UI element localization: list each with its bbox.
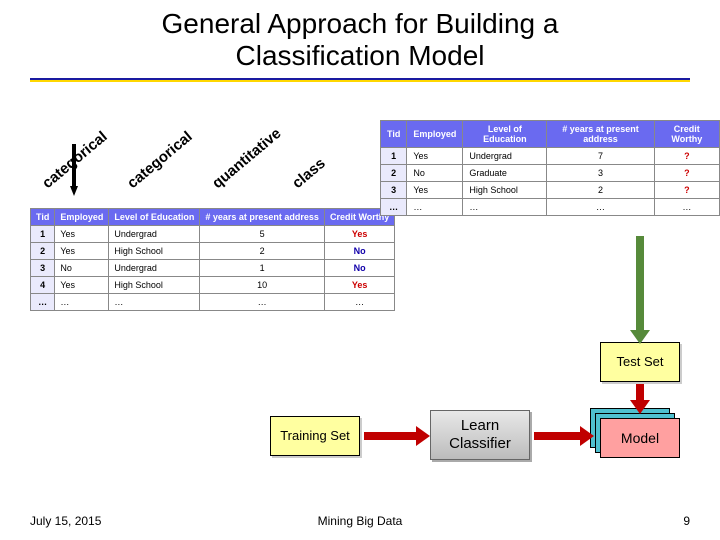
model-card-front: Model: [600, 418, 680, 458]
th-tid2: Tid: [381, 121, 407, 148]
learn-classifier-box: Learn Classifier: [430, 410, 530, 460]
training-set-box: Training Set: [270, 416, 360, 456]
table-cell: No: [324, 260, 394, 277]
table-cell: Undergrad: [109, 226, 200, 243]
table-cell: 10: [200, 277, 325, 294]
table-row: 2YesHigh School2No: [31, 243, 395, 260]
table-cell: ?: [654, 182, 719, 199]
label-categorical-2: categorical: [124, 128, 196, 192]
table-cell: 1: [200, 260, 325, 277]
th-edu2: Level of Education: [463, 121, 547, 148]
table-cell: 3: [381, 182, 407, 199]
table-cell: …: [200, 294, 325, 311]
table-row: 2NoGraduate3?: [381, 165, 720, 182]
training-table: Tid Employed Level of Education # years …: [30, 208, 395, 311]
title-underline: [30, 78, 690, 82]
table-cell: High School: [463, 182, 547, 199]
label-quantitative: quantitative: [209, 125, 284, 192]
title-line-1: General Approach for Building a: [162, 8, 559, 39]
table-cell: No: [407, 165, 463, 182]
table-cell: Yes: [407, 182, 463, 199]
table-cell: ?: [654, 165, 719, 182]
table-cell: 1: [31, 226, 55, 243]
th-edu: Level of Education: [109, 209, 200, 226]
test-set-box: Test Set: [600, 342, 680, 382]
table-cell: Yes: [407, 148, 463, 165]
model-stack: Model: [590, 408, 680, 458]
table-cell: Yes: [55, 277, 109, 294]
table-cell: Yes: [324, 226, 394, 243]
footer-center: Mining Big Data: [0, 514, 720, 528]
table-cell: High School: [109, 243, 200, 260]
th-cw2: Credit Worthy: [654, 121, 719, 148]
th-tid: Tid: [31, 209, 55, 226]
table-cell: Yes: [55, 243, 109, 260]
footer-page: 9: [683, 514, 690, 528]
th-emp: Employed: [55, 209, 109, 226]
table-cell: ?: [654, 148, 719, 165]
table-cell: …: [407, 199, 463, 216]
table-cell: 5: [200, 226, 325, 243]
table-cell: 3: [31, 260, 55, 277]
table-cell: Undergrad: [109, 260, 200, 277]
table-cell: 2: [31, 243, 55, 260]
table-cell: 2: [381, 165, 407, 182]
table-cell: …: [654, 199, 719, 216]
table-cell: Yes: [324, 277, 394, 294]
table-cell: Undergrad: [463, 148, 547, 165]
table-cell: No: [324, 243, 394, 260]
slide-title: General Approach for Building a Classifi…: [0, 0, 720, 72]
table-cell: Graduate: [463, 165, 547, 182]
table-cell: …: [463, 199, 547, 216]
title-line-2: Classification Model: [236, 40, 485, 71]
table-row: 3NoUndergrad1No: [31, 260, 395, 277]
training-set-label: Training Set: [280, 428, 350, 444]
table-cell: 2: [200, 243, 325, 260]
table-row: ……………: [381, 199, 720, 216]
table-cell: 1: [381, 148, 407, 165]
model-label: Model: [621, 430, 659, 446]
test-table: Tid Employed Level of Education # years …: [380, 120, 720, 216]
th-yrs: # years at present address: [200, 209, 325, 226]
table-cell: No: [55, 260, 109, 277]
table-row: ……………: [31, 294, 395, 311]
table-cell: 2: [547, 182, 654, 199]
th-emp2: Employed: [407, 121, 463, 148]
table-cell: …: [547, 199, 654, 216]
th-yrs2: # years at present address: [547, 121, 654, 148]
table-cell: 4: [31, 277, 55, 294]
learn-line1: Learn: [461, 417, 499, 434]
table-cell: …: [324, 294, 394, 311]
label-class: class: [289, 155, 329, 192]
test-set-label: Test Set: [617, 354, 664, 370]
table-cell: …: [109, 294, 200, 311]
arrow-down-icon: [70, 138, 94, 198]
table-cell: …: [55, 294, 109, 311]
table-cell: High School: [109, 277, 200, 294]
table-cell: …: [31, 294, 55, 311]
table-cell: Yes: [55, 226, 109, 243]
table-row: 1YesUndergrad7?: [381, 148, 720, 165]
table-cell: 7: [547, 148, 654, 165]
table-row: 4YesHigh School10Yes: [31, 277, 395, 294]
table-row: 3YesHigh School2?: [381, 182, 720, 199]
learn-line2: Classifier: [449, 435, 511, 452]
table-cell: 3: [547, 165, 654, 182]
table-cell: …: [381, 199, 407, 216]
table-row: 1YesUndergrad5Yes: [31, 226, 395, 243]
